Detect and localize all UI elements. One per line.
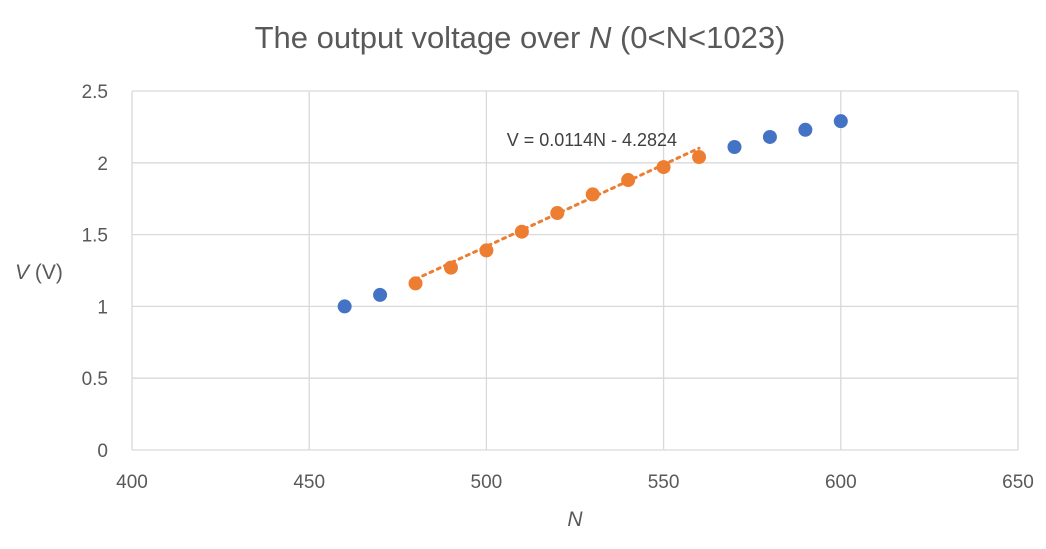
x-tick-label: 400 <box>116 472 148 493</box>
series-2-point <box>621 173 636 188</box>
trendline-equation: V = 0.0114N - 4.2824 <box>507 130 677 150</box>
x-axis-label: N <box>567 508 583 531</box>
y-tick-label: 0.5 <box>82 369 108 390</box>
series-2-point <box>443 260 458 275</box>
series-2-point <box>656 160 671 175</box>
series-2-point <box>585 187 600 202</box>
series-1-point <box>762 129 777 144</box>
chart-title: The output voltage over N (0<N<1023) <box>255 20 786 55</box>
x-tick-label: 500 <box>471 472 503 493</box>
series-1-point <box>833 114 848 129</box>
series-1-point <box>798 122 813 137</box>
series-2-point <box>514 224 529 239</box>
series-1-point <box>727 140 742 155</box>
series-1-point <box>373 287 388 302</box>
y-tick-label: 2 <box>97 154 108 175</box>
series-2-point <box>479 243 494 258</box>
x-tick-label: 550 <box>648 472 680 493</box>
x-tick-label: 600 <box>825 472 857 493</box>
y-tick-label: 2.5 <box>82 82 108 103</box>
data-points <box>337 114 848 314</box>
y-tick-label: 1.5 <box>82 226 108 247</box>
x-tick-label: 650 <box>1002 472 1034 493</box>
y-tick-label: 0 <box>97 441 108 462</box>
x-tick-label: 450 <box>293 472 325 493</box>
series-2-point <box>550 206 565 221</box>
vertical-gridlines <box>131 91 1019 450</box>
y-axis-label: V (V) <box>15 261 63 284</box>
series-1-point <box>337 299 352 314</box>
y-axis-ticks: 0 0.5 1 1.5 2 2.5 <box>82 82 108 462</box>
series-2-point <box>692 150 707 165</box>
horizontal-gridlines <box>132 90 1018 451</box>
y-tick-label: 1 <box>97 297 108 318</box>
series-2-point <box>408 276 423 291</box>
x-axis-ticks: 400 450 500 550 600 650 <box>116 472 1034 493</box>
